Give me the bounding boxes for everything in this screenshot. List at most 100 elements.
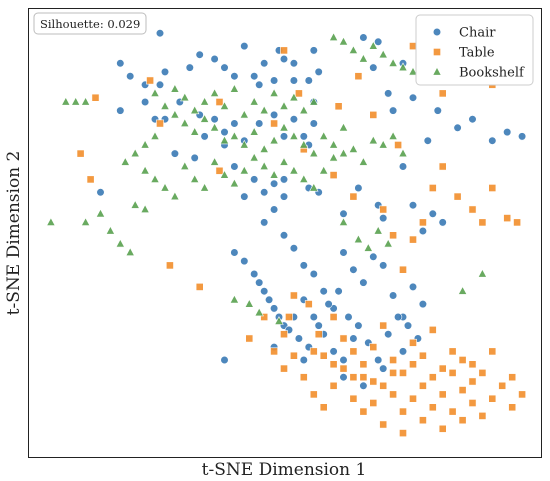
point-chair	[359, 278, 368, 287]
point-bookshelf	[229, 178, 240, 188]
point-bookshelf	[309, 182, 319, 192]
point-bookshelf	[189, 126, 200, 136]
point-chair	[354, 321, 363, 330]
point-table	[349, 192, 358, 201]
point-chair	[116, 106, 125, 115]
point-bookshelf	[140, 165, 150, 175]
point-bookshelf	[299, 105, 309, 115]
point-chair	[324, 300, 333, 309]
point-table	[319, 351, 328, 360]
point-bookshelf	[269, 88, 279, 97]
point-table	[409, 338, 417, 347]
point-bookshelf	[259, 161, 269, 170]
point-chair	[240, 192, 249, 201]
point-table	[409, 360, 417, 369]
point-chair	[309, 46, 318, 55]
point-table	[289, 291, 298, 300]
point-chair	[379, 364, 388, 373]
point-bookshelf	[388, 58, 398, 67]
point-chair	[309, 269, 318, 279]
x-axis-label: t-SNE Dimension 1	[202, 460, 367, 480]
point-table	[478, 368, 487, 377]
point-bookshelf	[299, 174, 309, 183]
point-chair	[255, 278, 264, 287]
point-chair	[309, 312, 318, 322]
point-chair	[255, 119, 264, 128]
point-chair	[210, 54, 219, 64]
point-chair	[155, 29, 165, 38]
point-table	[508, 373, 517, 382]
point-chair	[96, 188, 105, 197]
point-bookshelf	[348, 45, 359, 54]
point-table	[215, 98, 224, 106]
point-chair	[384, 330, 393, 339]
point-bookshelf	[279, 156, 289, 166]
point-table	[285, 313, 293, 321]
point-table	[448, 407, 457, 416]
point-chair	[389, 291, 398, 300]
point-chair	[220, 63, 229, 72]
point-table	[389, 356, 397, 364]
point-table	[438, 390, 447, 399]
point-bookshelf	[46, 217, 56, 226]
point-chair	[260, 188, 269, 197]
point-chair	[389, 106, 398, 115]
point-table	[418, 218, 427, 227]
point-bookshelf	[95, 208, 106, 218]
point-table	[369, 377, 378, 386]
point-table	[260, 313, 269, 321]
point-bookshelf	[338, 36, 349, 46]
point-bookshelf	[353, 234, 364, 244]
point-table	[458, 356, 467, 364]
silhouette-annotation: Silhouette: 0.029	[40, 17, 140, 31]
point-bookshelf	[199, 113, 210, 123]
point-table	[438, 89, 447, 98]
point-bookshelf	[259, 105, 269, 115]
point-table	[245, 334, 254, 343]
point-bookshelf	[383, 238, 393, 248]
point-table	[309, 347, 318, 356]
point-table	[418, 416, 427, 425]
point-chair	[384, 89, 393, 98]
point-table	[418, 351, 427, 360]
point-bookshelf	[209, 156, 220, 166]
point-table	[76, 149, 85, 158]
point-chair	[279, 192, 289, 201]
point-chair	[438, 218, 447, 227]
point-table	[270, 119, 278, 128]
point-bookshelf	[254, 307, 264, 317]
annotation-box: Silhouette: 0.029	[33, 12, 147, 35]
point-bookshelf	[398, 148, 408, 158]
point-table	[339, 334, 348, 343]
point-bookshelf	[318, 131, 329, 140]
point-bookshelf	[358, 53, 369, 63]
point-table	[409, 235, 417, 244]
point-table	[518, 390, 526, 399]
point-table	[428, 325, 437, 334]
point-bookshelf	[378, 49, 388, 59]
point-chair	[453, 123, 462, 132]
point-chair	[230, 248, 239, 257]
y-axis-label: t-SNE Dimension 2	[4, 151, 24, 316]
point-table	[399, 265, 407, 274]
point-table	[309, 390, 318, 399]
point-bookshelf	[130, 148, 140, 158]
point-chair	[260, 59, 269, 68]
point-chair	[314, 67, 323, 76]
point-bookshelf	[180, 118, 190, 127]
point-bookshelf	[274, 316, 284, 325]
point-table	[428, 184, 437, 192]
point-bookshelf	[309, 96, 319, 106]
point-table	[399, 407, 407, 416]
point-bookshelf	[408, 66, 418, 76]
point-chair	[270, 205, 279, 214]
point-chair	[379, 214, 388, 223]
point-chair	[299, 355, 308, 365]
point-chair	[359, 33, 368, 42]
point-bookshelf	[328, 32, 339, 42]
point-chair	[433, 106, 442, 115]
point-chair	[309, 119, 318, 128]
point-chair	[116, 59, 125, 68]
point-chair	[230, 119, 239, 128]
point-chair	[339, 373, 348, 382]
